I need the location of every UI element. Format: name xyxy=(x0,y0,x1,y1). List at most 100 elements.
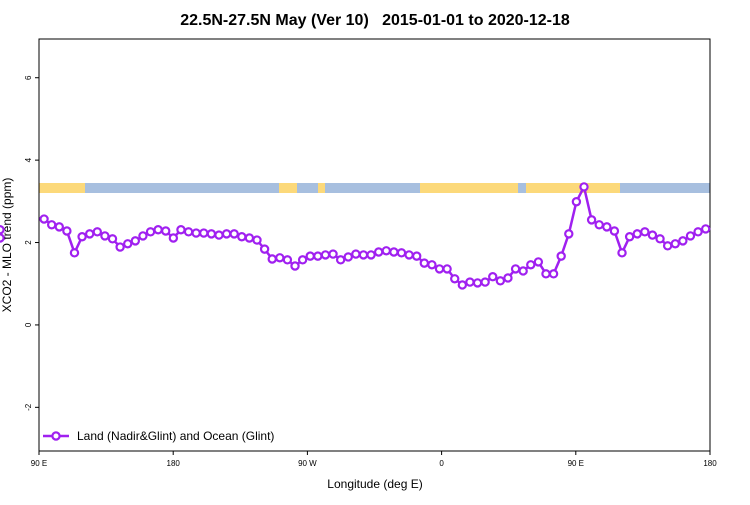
data-point xyxy=(62,226,72,236)
data-point xyxy=(335,255,346,265)
data-point xyxy=(0,225,5,235)
x-tick-label: 0 xyxy=(439,459,444,468)
data-point xyxy=(237,232,247,242)
data-point xyxy=(191,228,201,238)
data-point xyxy=(138,231,148,241)
y-tick-label: -2 xyxy=(24,403,33,411)
legend-label: Land (Nadir&Glint) and Ocean (Glint) xyxy=(77,429,274,443)
x-tick-label: 180 xyxy=(167,459,181,468)
data-point xyxy=(495,276,506,286)
data-point xyxy=(351,249,361,259)
x-axis-label: Longitude (deg E) xyxy=(327,477,422,491)
data-point xyxy=(510,264,521,274)
data-point xyxy=(214,230,224,240)
data-point xyxy=(594,220,604,230)
data-point xyxy=(503,273,513,283)
data-point xyxy=(556,251,566,261)
data-point xyxy=(442,264,452,274)
data-point xyxy=(533,257,544,267)
data-point xyxy=(602,222,612,232)
y-tick-label: 6 xyxy=(24,75,33,80)
data-point xyxy=(290,261,300,271)
land-ocean-strip xyxy=(39,183,710,193)
data-point xyxy=(389,247,399,257)
data-point xyxy=(457,280,468,290)
x-tick-label: 180 xyxy=(703,459,717,468)
data-point xyxy=(609,226,620,236)
data-point xyxy=(373,247,384,257)
data-point xyxy=(161,226,171,236)
data-point xyxy=(541,269,551,279)
data-point xyxy=(244,233,255,243)
data-point xyxy=(305,251,315,261)
data-point xyxy=(472,278,483,288)
data-point xyxy=(229,229,239,239)
data-point xyxy=(267,254,277,264)
data-point xyxy=(275,253,285,263)
data-point xyxy=(39,214,49,224)
data-point xyxy=(427,260,437,270)
data-point xyxy=(145,227,156,237)
data-point xyxy=(564,229,574,239)
data-point xyxy=(518,266,528,276)
data-point xyxy=(465,277,475,287)
data-point xyxy=(297,255,308,265)
data-point xyxy=(488,272,498,282)
data-point xyxy=(221,229,232,239)
data-point xyxy=(252,235,262,245)
data-point xyxy=(434,264,445,274)
data-point xyxy=(84,229,95,239)
data-point xyxy=(662,241,673,251)
data-point xyxy=(199,228,209,238)
data-point xyxy=(358,250,369,260)
data-point xyxy=(480,277,490,287)
y-tick-label: 2 xyxy=(24,240,33,245)
data-point xyxy=(313,251,323,261)
chart-title: 22.5N-27.5N May (Ver 10) 2015-01-01 to 2… xyxy=(180,12,570,29)
data-point xyxy=(130,236,141,246)
data-point xyxy=(328,249,338,259)
data-point xyxy=(586,215,597,225)
data-point xyxy=(69,248,80,258)
data-point xyxy=(343,252,353,262)
data-point xyxy=(678,236,688,246)
data-point xyxy=(700,224,711,234)
legend-marker xyxy=(51,431,61,441)
data-point xyxy=(206,229,217,239)
data-point xyxy=(153,225,163,235)
data-point xyxy=(632,229,642,239)
data-point xyxy=(419,258,430,268)
data-point xyxy=(624,232,635,242)
data-point xyxy=(183,227,194,237)
data-point xyxy=(411,251,422,261)
data-point xyxy=(259,244,270,254)
x-tick-label: 90 E xyxy=(31,459,47,468)
data-point xyxy=(526,260,536,270)
data-point xyxy=(404,250,414,260)
x-tick-label: 90 E xyxy=(568,459,584,468)
data-point xyxy=(571,197,582,207)
data-point xyxy=(640,227,650,237)
y-axis-label: XCO2 - MLO trend (ppm) xyxy=(0,178,14,313)
data-point xyxy=(647,230,658,240)
data-point xyxy=(168,233,179,243)
data-point xyxy=(107,234,118,244)
data-point xyxy=(617,248,627,258)
y-tick-label: 4 xyxy=(24,157,33,162)
data-point xyxy=(100,231,110,241)
data-point xyxy=(655,234,665,244)
data-point xyxy=(381,246,391,256)
data-point xyxy=(46,220,57,230)
plot-frame xyxy=(38,38,711,452)
data-point xyxy=(0,233,5,243)
data-point xyxy=(670,239,680,249)
data-point xyxy=(396,248,407,258)
data-point xyxy=(77,232,87,242)
data-point xyxy=(693,227,703,237)
data-point xyxy=(450,274,460,284)
data-point xyxy=(176,225,186,235)
data-point xyxy=(548,269,559,279)
y-tick-label: 0 xyxy=(24,322,33,327)
data-point xyxy=(54,222,64,232)
